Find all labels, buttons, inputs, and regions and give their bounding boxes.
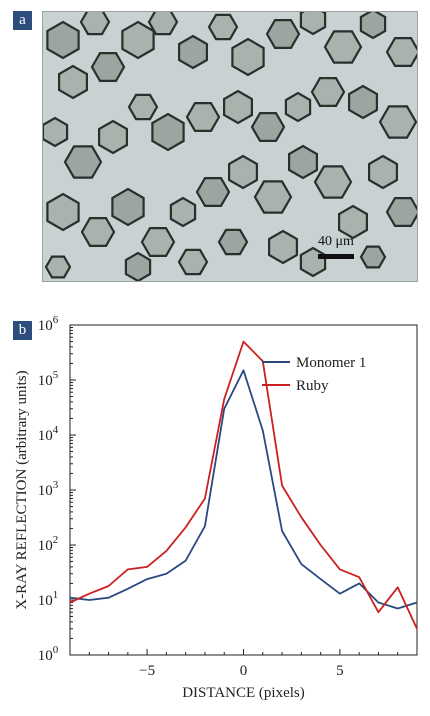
crystal-hexagon [250,111,286,142]
y-tick-label: 105 [38,369,59,389]
crystal-hexagon [151,112,185,152]
crystal-hexagon [44,255,72,279]
crystal-hexagon [58,64,89,100]
crystal-hexagon [223,89,253,125]
crystal-hexagon [178,34,208,70]
crystal-hexagon [228,154,258,190]
crystal-hexagon [313,165,353,199]
y-axis-ticks: 100 101 102 103 104 105 106 [38,314,76,664]
crystal-hexagon [268,229,298,265]
y-tick-label: 102 [38,534,59,554]
crystal-hexagon [385,197,417,227]
crystal-hexagon [368,154,398,190]
crystal-hexagon [338,204,368,240]
crystal-hexagon [79,12,111,36]
crystal-hexagon [217,228,249,256]
crystal-hexagon [169,196,197,228]
series-lines [69,340,418,630]
crystal-hexagon [385,37,417,68]
crystal-hexagon [111,187,145,227]
y-tick-label: 101 [38,589,59,609]
crystal-hexagon [284,91,312,123]
crystal-hexagon [147,12,179,36]
crystal-hexagon [140,227,176,257]
crystal-hexagon [323,30,363,64]
crystal-hexagon [63,145,103,179]
x-axis-label: DISTANCE (pixels) [182,685,305,701]
crystal-hexagon [80,217,116,247]
y-tick-label: 106 [38,314,59,334]
y-axis-label: X-RAY REFLECTION (arbitrary units) [14,370,30,609]
y-tick-label: 103 [38,479,59,499]
crystal-hexagon [177,248,209,276]
crystal-hexagon [359,245,387,269]
crystal-hexagon [46,192,80,232]
crystal-hexagon [310,76,346,108]
crystal-hexagon [43,116,69,148]
crystal-hexagon [299,12,327,36]
y-tick-label: 104 [38,424,59,444]
x-tick-label: −5 [139,663,155,679]
crystal-field [43,12,417,281]
crystal-hexagon [378,105,417,139]
crystal-hexagon [124,251,152,281]
crystal-hexagon [97,119,129,155]
series-line-monomer-1 [69,369,418,610]
crystal-hexagon [231,37,265,77]
crystal-hexagon [185,101,221,133]
crystal-hexagon [288,144,318,180]
crystal-hexagon [359,12,387,40]
x-tick-label: 0 [240,663,248,679]
legend-label: Monomer 1 [296,355,366,371]
x-axis-ticks: −5 0 5 [69,649,418,679]
crystal-hexagon [127,93,159,121]
crystal-hexagon [207,13,239,41]
xray-reflection-chart: −5 0 5 100 101 102 103 104 105 106 Monomer 1 Ruby… [14,314,418,701]
plot-frame [69,324,418,656]
crystal-hexagon [265,19,301,50]
crystal-hexagon [253,180,293,214]
series-line-ruby [69,340,418,630]
crystal-hexagon [46,20,80,60]
panel-b-label: b [13,321,32,340]
y-tick-label: 100 [38,644,59,664]
chart-legend: Monomer 1 Ruby [262,355,366,394]
scale-bar [318,254,354,259]
crystal-hexagon [299,246,327,278]
crystal-hexagon [195,177,231,207]
x-tick-label: 5 [336,663,344,679]
panel-a-label: a [13,11,32,30]
legend-label: Ruby [296,378,329,394]
scale-bar-label: 40 μm [318,234,354,249]
crystal-hexagon [90,51,126,83]
micrograph-image [42,11,418,282]
crystal-hexagon [121,20,155,60]
crystal-hexagon [348,84,378,120]
